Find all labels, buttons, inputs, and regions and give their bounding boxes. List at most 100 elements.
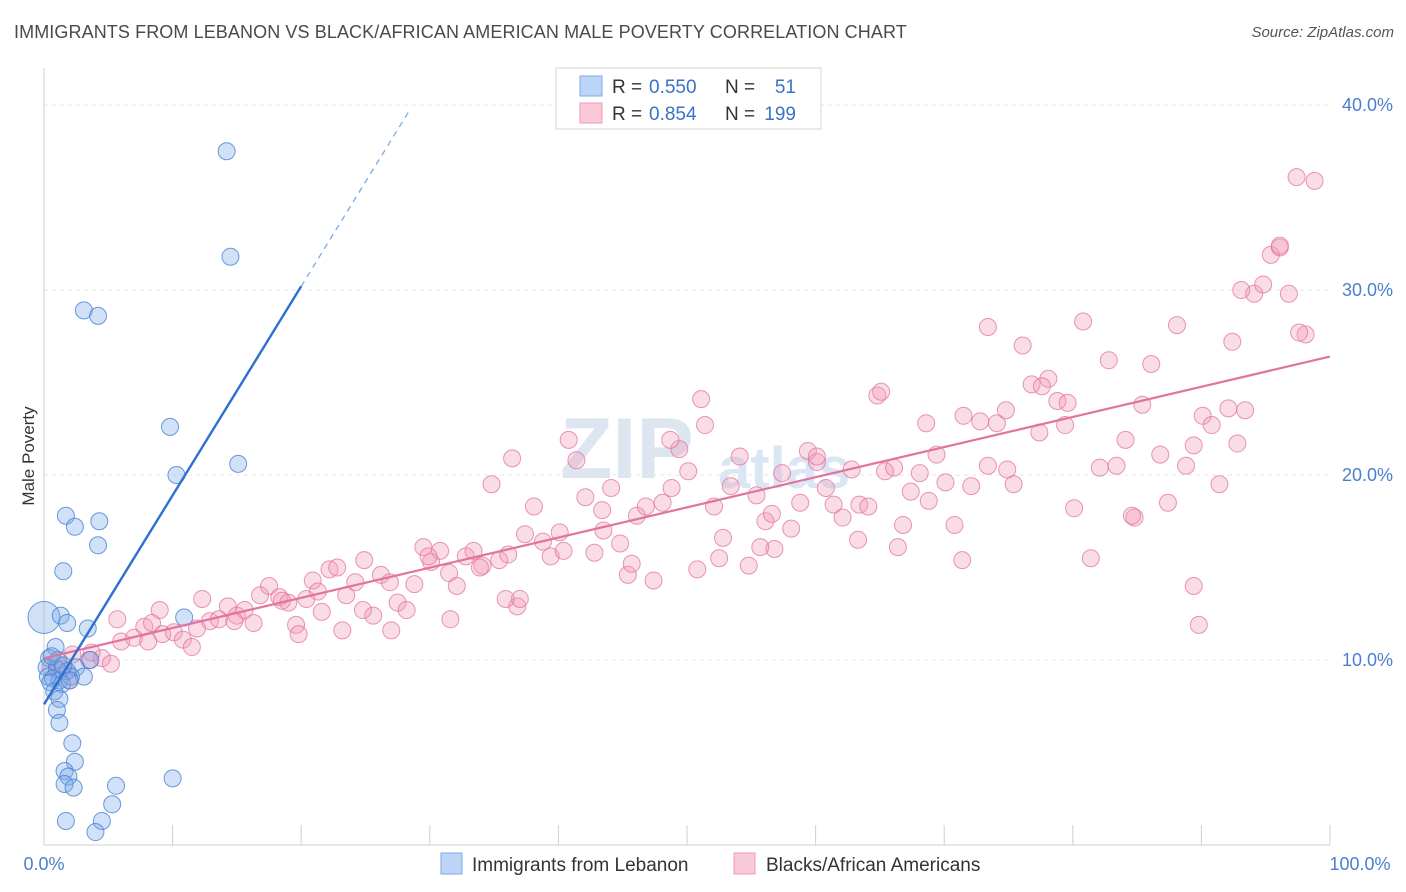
point-blacks: [807, 447, 826, 466]
legend-r-value-lebanon: 0.550: [649, 77, 697, 98]
point-blacks: [289, 625, 308, 644]
point-blacks: [996, 401, 1015, 420]
x-tick-label-min: 0.0%: [23, 854, 64, 874]
point-blacks: [473, 556, 492, 575]
point-blacks: [1290, 323, 1309, 342]
point-blacks: [987, 414, 1006, 433]
point-blacks: [312, 602, 331, 621]
point-blacks: [739, 556, 758, 575]
point-blacks: [910, 464, 929, 483]
point-blacks: [150, 601, 169, 620]
point-blacks: [653, 493, 672, 512]
point-blacks: [1176, 456, 1195, 475]
point-lebanon: [50, 689, 69, 708]
point-blacks: [482, 475, 501, 494]
point-blacks: [101, 654, 120, 673]
point-blacks: [108, 610, 127, 629]
y-tick-label: 30.0%: [1342, 280, 1393, 300]
point-blacks: [1125, 508, 1144, 527]
point-lebanon: [63, 734, 82, 753]
point-blacks: [849, 530, 868, 549]
point-blacks: [1270, 236, 1289, 255]
gridlines: [44, 104, 1330, 661]
point-blacks: [1158, 493, 1177, 512]
point-blacks: [751, 538, 770, 557]
point-lebanon: [107, 776, 126, 795]
point-blacks: [1210, 475, 1229, 494]
point-blacks: [954, 406, 973, 425]
point-blacks: [1232, 281, 1251, 299]
point-blacks: [431, 541, 450, 560]
point-lebanon: [163, 769, 182, 788]
source-label: Source: ZipAtlas.com: [1251, 24, 1394, 41]
point-blacks: [441, 610, 460, 629]
chart-title: IMMIGRANTS FROM LEBANON VS BLACK/AFRICAN…: [14, 22, 907, 42]
point-blacks: [503, 449, 522, 468]
legend-r-value-blacks: 0.854: [649, 104, 697, 125]
point-lebanon: [58, 614, 77, 632]
point-blacks: [962, 477, 981, 496]
point-blacks: [622, 554, 641, 573]
point-blacks: [730, 447, 749, 466]
bottom-legend-label-lebanon: Immigrants from Lebanon: [472, 855, 689, 876]
point-blacks: [1081, 549, 1100, 568]
point-blacks: [1039, 369, 1058, 388]
legend-n-label-lebanon: N =: [725, 77, 755, 98]
point-blacks: [644, 571, 663, 590]
point-blacks: [1236, 401, 1255, 420]
legend-n-value-blacks: 199: [764, 104, 796, 125]
watermark-atlas: atlas: [718, 436, 850, 501]
legend-n-label-blacks: N =: [725, 104, 755, 125]
point-blacks: [510, 589, 529, 608]
point-blacks: [1004, 475, 1023, 494]
point-blacks: [92, 649, 111, 668]
point-blacks: [936, 473, 955, 492]
point-blacks: [353, 601, 372, 620]
point-blacks: [791, 493, 810, 512]
point-lebanon: [65, 517, 84, 536]
point-lebanon: [74, 301, 93, 320]
point-blacks: [1107, 456, 1126, 475]
point-lebanon: [55, 774, 74, 793]
bottom-legend-swatch-lebanon: [440, 852, 463, 875]
point-lebanon: [89, 536, 108, 555]
point-blacks: [1261, 245, 1280, 264]
point-blacks: [602, 478, 621, 497]
legend-swatch-lebanon: [579, 75, 603, 97]
y-axis-label: Male Poverty: [19, 406, 38, 506]
point-blacks: [1167, 316, 1186, 335]
point-blacks: [1099, 351, 1118, 370]
point-blacks: [762, 504, 781, 523]
trend-line-lebanon: [42, 285, 303, 706]
point-blacks: [193, 589, 212, 608]
point-blacks: [688, 560, 707, 579]
point-blacks: [320, 560, 339, 579]
trend-line-lebanon-extension: [300, 108, 412, 287]
point-blacks: [859, 497, 878, 516]
point-lebanon: [27, 600, 61, 634]
watermark-zip: ZIP: [560, 401, 694, 497]
point-blacks: [1032, 377, 1051, 396]
point-lebanon: [56, 811, 75, 830]
point-blacks: [710, 549, 729, 568]
point-blacks: [1296, 325, 1315, 344]
point-blacks: [496, 589, 515, 608]
point-blacks: [670, 440, 689, 459]
point-lebanon: [50, 713, 69, 732]
y-tick-label: 40.0%: [1342, 95, 1393, 115]
point-blacks: [721, 477, 740, 496]
point-lebanon: [81, 651, 100, 669]
point-blacks: [816, 478, 835, 497]
point-blacks: [1151, 445, 1170, 464]
point-blacks: [696, 416, 715, 435]
bottom-legend: Immigrants from Lebanon Blacks/African A…: [440, 852, 980, 876]
point-blacks: [1279, 284, 1298, 303]
point-blacks: [1013, 336, 1032, 355]
point-blacks: [576, 488, 595, 507]
point-blacks: [901, 482, 920, 501]
point-blacks: [303, 571, 322, 590]
point-blacks: [872, 382, 891, 401]
point-blacks: [260, 577, 279, 595]
point-blacks: [585, 543, 604, 562]
